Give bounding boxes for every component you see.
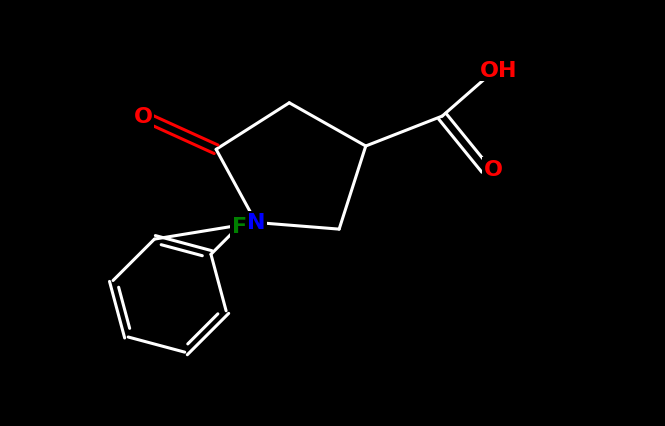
Text: N: N	[247, 213, 265, 233]
Text: O: O	[484, 160, 503, 180]
Text: OH: OH	[480, 60, 517, 81]
Text: O: O	[134, 107, 152, 127]
Text: F: F	[231, 216, 247, 236]
